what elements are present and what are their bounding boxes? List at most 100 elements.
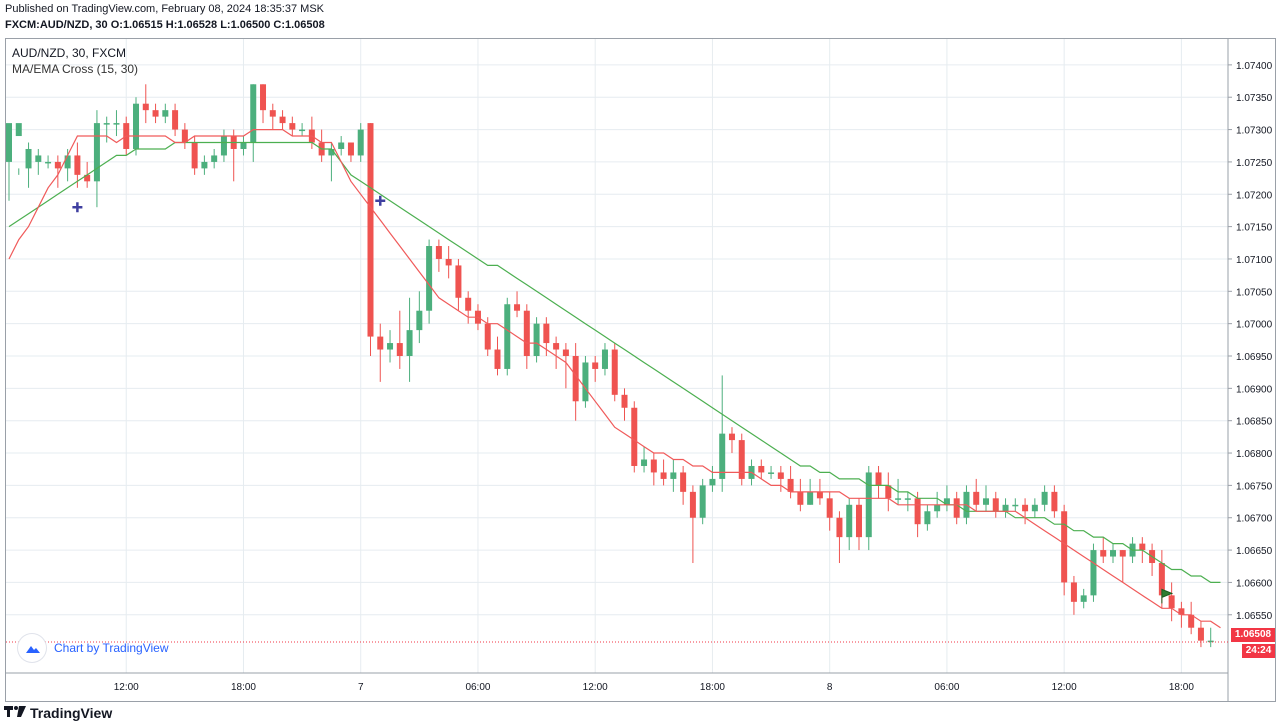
candle-body — [973, 491, 980, 505]
y-tick-label: 1.06600 — [1236, 578, 1273, 589]
candle-body — [582, 362, 589, 402]
candle-body — [406, 330, 413, 356]
cloud-icon — [18, 634, 46, 662]
candle-body — [1139, 543, 1146, 551]
tradingview-badge[interactable]: Chart by TradingView — [18, 634, 169, 662]
candle-body — [1002, 504, 1009, 512]
candle-body — [1090, 550, 1097, 596]
candle-body — [84, 174, 91, 182]
candle-body — [885, 485, 892, 499]
candle-body — [35, 155, 42, 162]
candle-body — [826, 498, 833, 518]
x-tick-label: 18:00 — [700, 682, 725, 693]
candle-body — [133, 103, 140, 149]
candle-body — [201, 161, 208, 169]
candle-body — [484, 323, 491, 350]
candle-body — [1051, 491, 1058, 512]
price-chart[interactable]: 1.07400 1.07350 1.07300 1.07250 1.07200 1.071… — [6, 39, 1275, 701]
candle-body — [914, 498, 921, 525]
candle-body — [426, 246, 433, 311]
candle-body — [357, 129, 364, 156]
candle-body — [592, 362, 599, 369]
y-tick-label: 1.06850 — [1236, 417, 1273, 428]
candle-body — [738, 440, 745, 479]
candle-body — [465, 297, 472, 311]
candle-body — [670, 472, 677, 479]
candle-body — [1188, 614, 1195, 628]
candle-body — [162, 110, 169, 117]
candle-body — [728, 433, 735, 441]
chart-pane[interactable]: 1.07400 1.07350 1.07300 1.07250 1.07200 1.071… — [5, 38, 1276, 702]
y-tick-label: 1.07000 — [1236, 320, 1273, 331]
symbol-ohlc: FXCM:AUD/NZD, 30 O:1.06515 H:1.06528 L:1… — [5, 19, 325, 31]
candle-body — [601, 349, 608, 369]
candle-body — [435, 246, 442, 259]
candle-body — [240, 142, 247, 149]
candle-body — [719, 433, 726, 479]
candle-body — [611, 349, 618, 395]
y-tick-label: 1.06750 — [1236, 481, 1273, 492]
candle-body — [25, 148, 32, 169]
candle-body — [631, 407, 638, 466]
candle-body — [650, 459, 657, 473]
tradingview-logo-icon — [4, 704, 26, 721]
y-tick-label: 1.07400 — [1236, 61, 1273, 72]
candle-body — [514, 304, 521, 311]
candle-body — [260, 84, 267, 111]
x-tick-label: 8 — [827, 682, 833, 693]
bar-countdown-tag: 24:24 — [1242, 644, 1275, 658]
candle-body — [777, 472, 784, 479]
candle-body — [983, 498, 989, 505]
candle-body — [1070, 582, 1077, 602]
x-tick-label: 18:00 — [1169, 682, 1194, 693]
x-tick-label: 7 — [358, 682, 364, 693]
candle-body — [494, 349, 501, 369]
candle-body — [279, 116, 286, 124]
candle-body — [689, 491, 696, 518]
candle-body — [768, 472, 775, 474]
y-tick-label: 1.07150 — [1236, 223, 1273, 234]
x-tick-label: 12:00 — [1052, 682, 1077, 693]
ma-cross-marker — [375, 195, 386, 206]
flag-icon — [1161, 588, 1174, 604]
candle-body — [367, 123, 374, 337]
ma-slow-line — [8, 141, 1221, 584]
candle-body — [660, 472, 667, 479]
candle-body — [445, 258, 452, 266]
candle-body — [387, 343, 394, 350]
badge-label[interactable]: Chart by TradingView — [54, 641, 169, 655]
candle-body — [64, 155, 71, 169]
candle-body — [699, 485, 706, 518]
candle-body — [797, 491, 804, 505]
candle-body — [113, 123, 120, 125]
candle-body — [680, 472, 687, 492]
candle-body — [934, 504, 941, 512]
candle-body — [152, 110, 159, 117]
candle-body — [1168, 595, 1175, 609]
candle-body — [1031, 504, 1038, 512]
x-tick-label: 06:00 — [934, 682, 959, 693]
candle-body — [1080, 595, 1087, 602]
y-tick-label: 1.06950 — [1236, 352, 1273, 363]
candle-body — [875, 472, 882, 486]
candle-body — [220, 136, 227, 156]
x-tick-label: 12:00 — [114, 682, 139, 693]
candle-body — [93, 123, 100, 182]
candle-body — [211, 155, 218, 162]
candle-body — [865, 472, 872, 538]
candle-body — [396, 343, 403, 356]
candle-body — [846, 504, 853, 538]
y-tick-label: 1.06550 — [1236, 611, 1273, 622]
y-tick-label: 1.06900 — [1236, 384, 1273, 395]
candle-body — [807, 491, 814, 505]
candle-body — [1178, 608, 1185, 615]
candle-body — [1012, 504, 1019, 507]
candle-body — [504, 304, 511, 369]
candle-body — [553, 343, 560, 350]
candle-body — [1100, 550, 1107, 557]
y-tick-label: 1.07350 — [1236, 93, 1273, 104]
candle-body — [1041, 491, 1048, 505]
candle-body — [377, 336, 384, 350]
candle-body — [621, 394, 628, 408]
candle-body — [992, 498, 999, 512]
